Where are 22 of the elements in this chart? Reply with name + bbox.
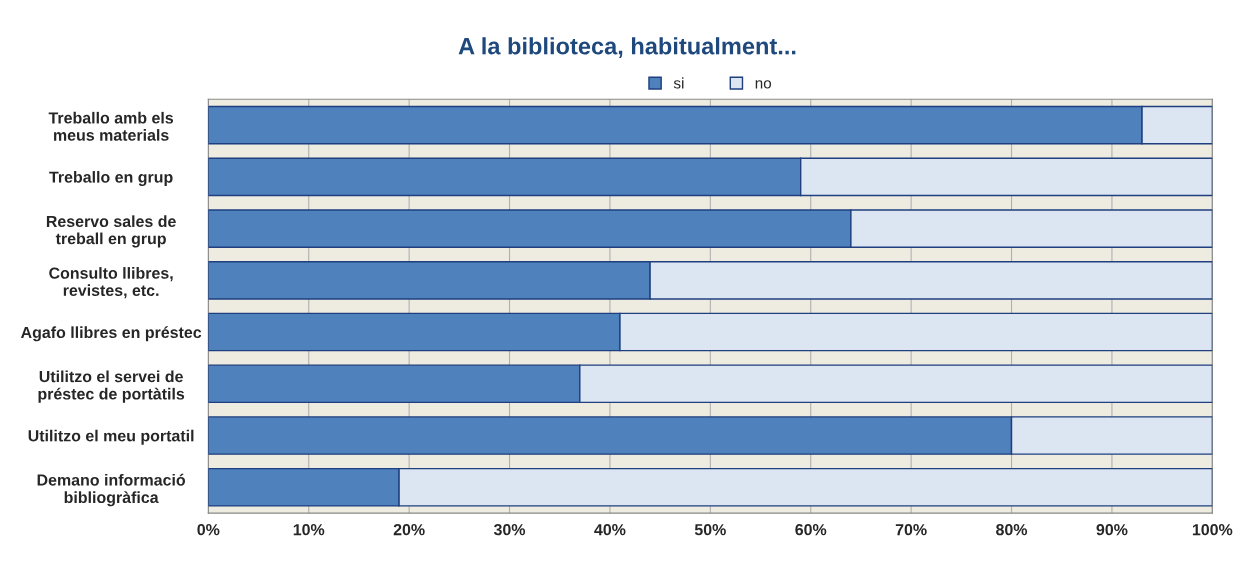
x-tick-label: 50%: [694, 523, 726, 536]
x-tick-label: 0%: [197, 523, 220, 536]
legend-label: no: [755, 80, 772, 89]
y-tick-label: Demano informació bibliogràfica: [37, 473, 186, 507]
x-tick-label: 90%: [1096, 523, 1128, 536]
y-tick-label: Utilitzo el servei de préstec de portàtils: [38, 370, 185, 403]
chart-title: A la biblioteca, habitualment...: [458, 37, 796, 58]
x-tick-label: 60%: [795, 523, 827, 536]
y-tick-label: Utilitzo el meu portatil: [28, 429, 194, 445]
y-tick-label: Treballo amb els meus materials: [48, 111, 174, 141]
legend-label: si: [673, 77, 684, 89]
x-tick-label: 30%: [493, 523, 526, 536]
x-tick-label: 70%: [895, 523, 927, 536]
y-tick-label: Treballo en grup: [49, 171, 173, 186]
x-tick-label: 10%: [293, 523, 325, 536]
y-tick-label: Consulto llibres, revistes, etc.: [49, 267, 173, 299]
x-tick-label: 40%: [594, 523, 626, 536]
y-tick-label: Agafo llibres en préstec: [20, 326, 202, 342]
x-tick-label: 80%: [996, 523, 1028, 536]
x-tick-label: 100%: [1192, 523, 1233, 536]
x-tick-label: 20%: [393, 523, 425, 536]
y-tick-label: Reservo sales de treball en grup: [46, 215, 176, 248]
